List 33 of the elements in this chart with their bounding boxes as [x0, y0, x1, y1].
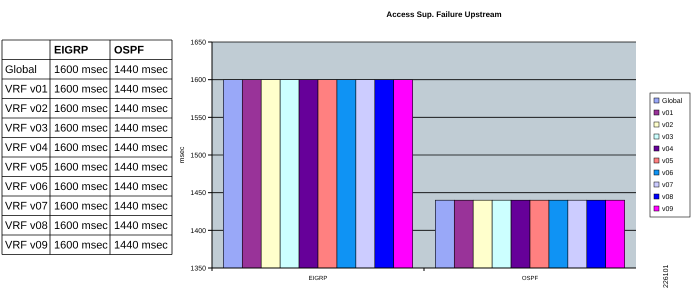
category-label: VRF v03 [5, 122, 48, 135]
category-label: EIGRP [54, 44, 88, 57]
text: 1440 msec [114, 162, 168, 174]
text: 1600 msec [54, 84, 108, 96]
text: 1440 msec [114, 64, 168, 76]
text: 1440 msec [114, 103, 168, 116]
category-label: VRF v07 [5, 200, 48, 213]
category-label: Global [5, 64, 37, 76]
text: 1600 msec [54, 103, 108, 116]
category-label: VRF v09 [5, 240, 48, 252]
category-label: VRF v02 [5, 103, 48, 116]
category-label: VRF v04 [5, 142, 48, 154]
text: 1440 msec [114, 220, 168, 232]
text: 1440 msec [114, 84, 168, 96]
category-label: VRF v08 [5, 220, 48, 232]
category-label: VRF v05 [5, 162, 48, 174]
text: 1600 msec [54, 64, 108, 76]
text: 1440 msec [114, 200, 168, 213]
category-label: VRF v01 [5, 84, 48, 96]
text: 1600 msec [54, 220, 108, 232]
text: 1600 msec [54, 142, 108, 154]
text: 1440 msec [114, 181, 168, 194]
text: 1600 msec [54, 162, 108, 174]
category-label: OSPF [114, 44, 144, 57]
text: 1600 msec [54, 200, 108, 213]
text: 1440 msec [114, 240, 168, 252]
text: 1440 msec [114, 142, 168, 154]
text: 1440 msec [114, 122, 168, 135]
category-label: VRF v06 [5, 181, 48, 194]
chart-title: Access Sup. Failure Upstream [386, 10, 502, 19]
text: 1600 msec [54, 240, 108, 252]
text: 1600 msec [54, 122, 108, 135]
text: 1600 msec [54, 181, 108, 194]
